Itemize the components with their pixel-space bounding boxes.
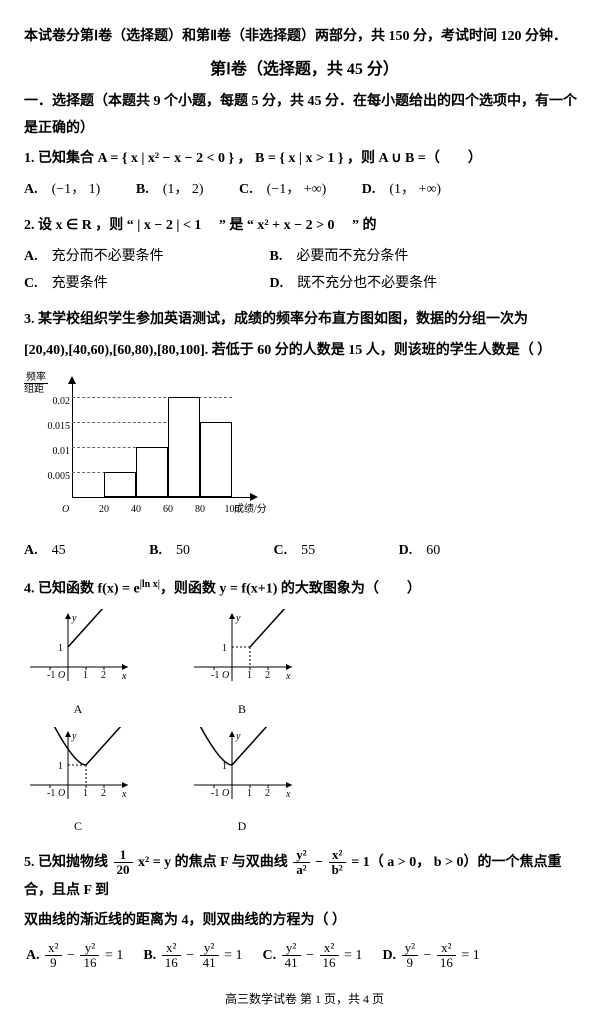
q5-C-n2: x²	[320, 941, 339, 956]
q5-B-d1: 16	[162, 956, 181, 970]
svg-text:O: O	[58, 670, 65, 681]
svg-text:O: O	[222, 788, 229, 799]
q5-p1: 5. 已知抛物线	[24, 855, 112, 870]
q5-f2an: y²	[293, 848, 309, 863]
q5-f2bd: b²	[329, 863, 346, 877]
svg-text:-1: -1	[211, 670, 219, 681]
q3-stem-line2: [20,40),[40,60),[60,80),[80,100]. 若低于 60…	[24, 338, 585, 365]
q1-stem: 1. 已知集合 A = { x | x² − x − 2 < 0 } ， B =…	[24, 146, 585, 173]
q5-C-n1: y²	[282, 941, 301, 956]
svg-text:-1: -1	[47, 670, 55, 681]
q5-C-d1: 41	[282, 956, 301, 970]
q5-A-tail: = 1	[105, 948, 123, 963]
q2-stem: 2. 设 x ∈ R ，则 “ | x − 2 | < 1 ” 是 “ x² +…	[24, 213, 585, 240]
q5-stem-line1: 5. 已知抛物线 120 x² = y 的焦点 F 与双曲线 y²a² − x²…	[24, 848, 585, 904]
svg-text:O: O	[58, 788, 65, 799]
q4-stem-pre: 4. 已知函数 f(x) = e	[24, 582, 140, 597]
q3-opt-c: 55	[301, 543, 315, 558]
q1-opt-d: (1， +∞)	[389, 182, 441, 197]
svg-text:x: x	[285, 671, 291, 682]
q3-options: A. 45 B. 50 C. 55 D. 60	[24, 538, 585, 565]
svg-text:1: 1	[58, 761, 63, 772]
q5-D-d2: 16	[437, 956, 456, 970]
q5-f2ad: a²	[293, 863, 309, 877]
q5-A-n1: x²	[45, 941, 61, 956]
q4-graphs: Oxy-1121AOxy-1121BOxy-1121COxy-1121D	[24, 609, 585, 838]
svg-text:1: 1	[247, 788, 252, 799]
page-footer: 高三数学试卷 第 1 页，共 4 页	[24, 988, 585, 1011]
svg-text:2: 2	[265, 788, 270, 799]
part1-title: 第Ⅰ卷（选择题，共 45 分）	[24, 55, 585, 85]
q1-options: A. (−1， 1) B. (1， 2) C. (−1， +∞) D. (1， …	[24, 177, 585, 204]
q5-C-tail: = 1	[344, 948, 362, 963]
q5-D-d1: 9	[402, 956, 418, 970]
svg-text:1: 1	[83, 670, 88, 681]
q2-options: A. 充分而不必要条件 B. 必要而不充分条件 C. 充要条件 D. 既不充分也…	[24, 244, 585, 297]
svg-text:x: x	[121, 789, 127, 800]
q5-A-d2: 16	[80, 956, 99, 970]
q5-A-n2: y²	[80, 941, 99, 956]
q5-C-d2: 16	[320, 956, 339, 970]
q5-B-n2: y²	[200, 941, 219, 956]
q3-opt-d: 60	[426, 543, 440, 558]
svg-text:y: y	[71, 613, 77, 624]
svg-text:1: 1	[222, 643, 227, 654]
section1-heading: 一．选择题（本题共 9 个小题，每题 5 分，共 45 分．在每小题给出的四个选…	[24, 89, 585, 142]
svg-text:O: O	[222, 670, 229, 681]
q5-options: A. x²9 − y²16 = 1 B. x²16 − y²41 = 1 C. …	[24, 939, 500, 973]
svg-text:-1: -1	[47, 788, 55, 799]
svg-text:2: 2	[101, 788, 106, 799]
q3-opt-a: 45	[52, 543, 66, 558]
q5-D-n1: y²	[402, 941, 418, 956]
svg-text:y: y	[71, 731, 77, 742]
svg-text:1: 1	[247, 670, 252, 681]
q4-stem: 4. 已知函数 f(x) = e|ln x|，则函数 y = f(x+1) 的大…	[24, 575, 585, 603]
svg-text:x: x	[285, 789, 291, 800]
q5-B-tail: = 1	[224, 948, 242, 963]
q5-f2bn: x²	[329, 848, 346, 863]
q4-stem-post: ，则函数 y = f(x+1) 的大致图象为（ ）	[160, 582, 421, 597]
q3-stem-line1: 3. 某学校组织学生参加英语测试，成绩的频率分布直方图如图，数据的分组一次为	[24, 307, 585, 334]
svg-text:y: y	[235, 613, 241, 624]
q1-opt-c: (−1， +∞)	[267, 182, 327, 197]
q1-opt-a: (−1， 1)	[52, 182, 101, 197]
svg-text:2: 2	[101, 670, 106, 681]
q4-stem-exp: |ln x|	[140, 579, 160, 590]
q5-f1d: 20	[114, 863, 133, 877]
q5-stem-line2: 双曲线的渐近线的距离为 4，则双曲线的方程为（ ）	[24, 908, 585, 935]
svg-text:1: 1	[83, 788, 88, 799]
q2-opt-c: 充要条件	[52, 276, 108, 291]
q2-opt-a: 充分而不必要条件	[52, 249, 164, 264]
svg-text:1: 1	[58, 643, 63, 654]
q2-opt-b: 必要而不充分条件	[296, 249, 408, 264]
q5-B-n1: x²	[162, 941, 181, 956]
svg-text:2: 2	[265, 670, 270, 681]
q2-opt-d: 既不充分也不必要条件	[297, 276, 437, 291]
q3-histogram: 频率组距0.0050.010.0150.0220406080100O成绩/分	[24, 372, 284, 532]
q5-p2: x² = y 的焦点 F 与双曲线	[138, 855, 291, 870]
svg-text:x: x	[121, 671, 127, 682]
q3-opt-b: 50	[176, 543, 190, 558]
q5-A-d1: 9	[45, 956, 61, 970]
q1-opt-b: (1， 2)	[163, 182, 204, 197]
q5-D-tail: = 1	[461, 948, 479, 963]
q5-B-d2: 41	[200, 956, 219, 970]
svg-text:y: y	[235, 731, 241, 742]
q5-f1n: 1	[114, 848, 133, 863]
paper-structure-line: 本试卷分第Ⅰ卷（选择题）和第Ⅱ卷（非选择题）两部分，共 150 分，考试时间 1…	[24, 24, 585, 51]
q5-D-n2: x²	[437, 941, 456, 956]
q5-m1: −	[315, 855, 326, 870]
svg-text:-1: -1	[211, 788, 219, 799]
